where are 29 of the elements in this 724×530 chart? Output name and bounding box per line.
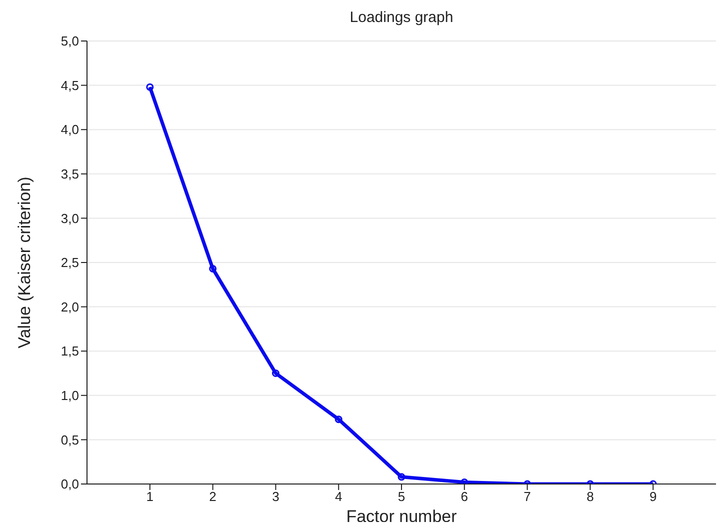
y-tick-label: 5,0 (60, 34, 79, 49)
point (272, 370, 280, 377)
y-tick-label: 3,0 (60, 210, 79, 226)
y-tick-label: 4,5 (60, 78, 79, 93)
y-tick-label: 1,5 (60, 344, 79, 359)
x-tick-label: 6 (460, 489, 468, 504)
y-tick-label: 2,5 (60, 255, 79, 270)
x-tick-label: 2 (209, 489, 216, 504)
y-tick-label: 1,0 (60, 388, 79, 404)
y-tick-label: 2,0 (60, 299, 79, 314)
x-tick-label: 1 (146, 489, 154, 504)
point (334, 416, 342, 424)
y-tick-label: 3,5 (60, 166, 79, 182)
x-tick-label: 7 (524, 489, 531, 504)
point (398, 473, 406, 481)
point (209, 264, 217, 272)
point (460, 478, 468, 484)
y-axis-title: Value (Kaiser criterion) (15, 176, 34, 348)
x-axis-title: Factor number (346, 507, 458, 526)
x-tick-label: 8 (586, 489, 594, 504)
x-tick-label: 9 (649, 489, 657, 504)
x-tick-label: 3 (272, 489, 280, 504)
y-tick-label: 0,5 (60, 432, 79, 448)
y-tick-label: 0,0 (60, 476, 79, 492)
x-tick-label: 5 (398, 489, 406, 504)
chart-title: Loadings graph (348, 9, 454, 26)
point (146, 83, 154, 91)
y-tick-label: 4,0 (60, 122, 79, 138)
x-tick-label: 4 (334, 489, 342, 504)
